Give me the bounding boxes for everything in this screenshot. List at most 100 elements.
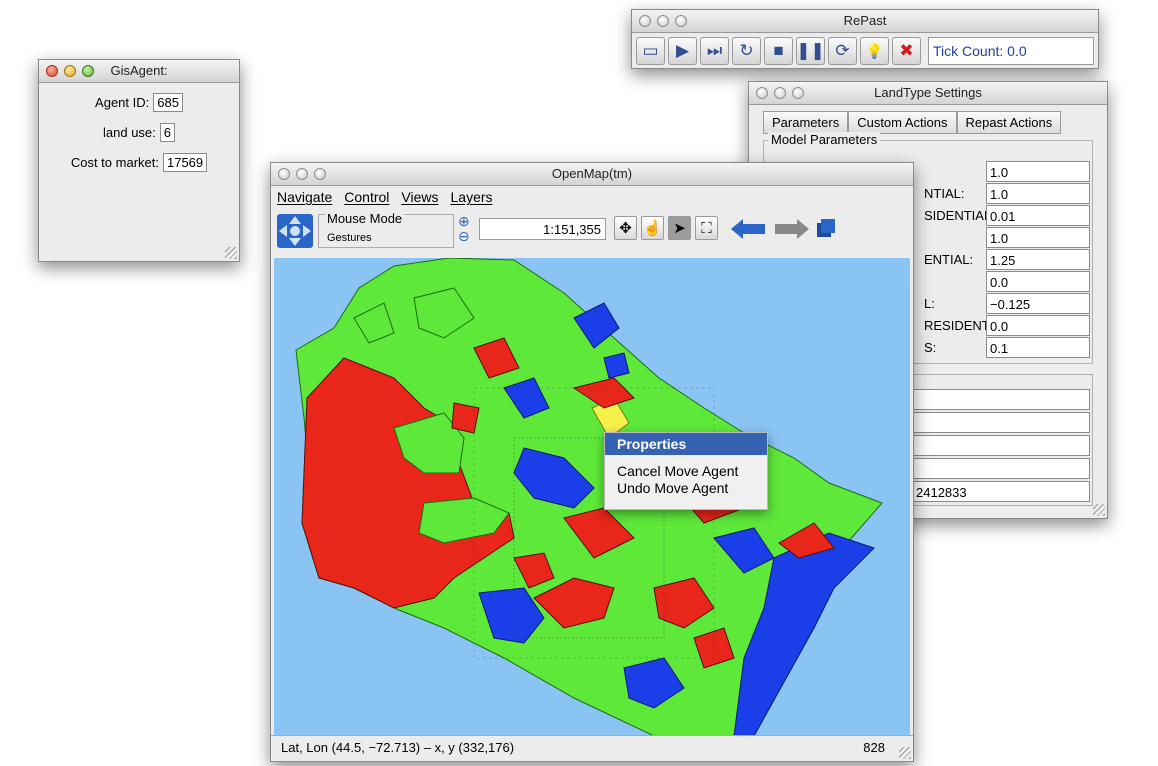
parameter-value-field[interactable]: 0.1 — [986, 337, 1090, 358]
map-canvas[interactable] — [274, 258, 910, 736]
zoom-button[interactable] — [792, 87, 804, 99]
restart-icon[interactable]: ↻ — [732, 37, 761, 65]
play-icon[interactable]: ▶ — [668, 37, 697, 65]
resize-grip[interactable] — [225, 247, 237, 259]
openmap-window: OpenMap(tm) Navigate Control Views Layer… — [270, 162, 914, 762]
status-bar: Lat, Lon (44.5, −72.713) – x, y (332,176… — [271, 735, 913, 761]
tab-repast-actions[interactable]: Repast Actions — [956, 111, 1062, 134]
status-count: 828 — [863, 740, 885, 755]
window-title: OpenMap(tm) — [551, 166, 633, 181]
openmap-titlebar[interactable]: OpenMap(tm) — [271, 163, 913, 186]
menu-views[interactable]: Views — [401, 189, 439, 205]
minimize-button[interactable] — [64, 65, 76, 77]
context-menu: Properties Cancel Move Agent Undo Move A… — [604, 432, 768, 510]
field-value[interactable] — [912, 412, 1090, 433]
forward-arrow-icon[interactable] — [775, 219, 809, 239]
stop-icon[interactable]: ■ — [764, 37, 793, 65]
field-value[interactable] — [912, 389, 1090, 410]
minimize-button[interactable] — [296, 168, 308, 180]
close-button[interactable] — [639, 15, 651, 27]
zoom-out-icon[interactable]: ⊖ — [458, 228, 470, 244]
zoom-button[interactable] — [314, 168, 326, 180]
group-title: Model Parameters — [768, 132, 881, 147]
mouse-mode-label: Mouse Mode — [325, 211, 405, 226]
pan-mode-icon[interactable]: ✥ — [614, 216, 637, 240]
close-button[interactable] — [278, 168, 290, 180]
pause-icon[interactable]: ❚❚ — [796, 37, 825, 65]
parameter-value-field[interactable]: 1.0 — [986, 161, 1090, 182]
window-title: GisAgent: — [110, 63, 168, 78]
back-arrow-icon[interactable] — [731, 219, 765, 239]
folder-icon[interactable]: ▭ — [636, 37, 665, 65]
parameter-label: S: — [924, 340, 937, 355]
field-label: Agent ID: — [95, 95, 150, 110]
repast-window: RePast ▭ ▶ ⏭ ↻ ■ ❚❚ ⟳ 💡 ✖ Tick Count: 0.0 — [631, 9, 1099, 69]
cost-row: Cost to market: 17569 — [39, 153, 239, 172]
hand-mode-icon[interactable]: ☝ — [641, 216, 664, 240]
minimize-button[interactable] — [657, 15, 669, 27]
map-toolbar: Mouse Mode Gestures ⊕ ⊖ 1:151,355 ✥ ☝ ➤ … — [271, 208, 913, 248]
cost-value[interactable]: 17569 — [162, 153, 208, 172]
window-title: LandType Settings — [874, 85, 982, 100]
parameter-value-field[interactable]: 1.0 — [986, 227, 1090, 248]
land-parcel-map[interactable] — [274, 258, 910, 736]
parameter-value-field[interactable]: 0.0 — [986, 271, 1090, 292]
pan-navigator-icon[interactable] — [277, 214, 313, 248]
gisagent-titlebar[interactable]: GisAgent: — [39, 60, 239, 83]
parameter-value-field[interactable]: 0.0 — [986, 315, 1090, 336]
close-button[interactable] — [756, 87, 768, 99]
minimize-button[interactable] — [774, 87, 786, 99]
field-value[interactable] — [912, 435, 1090, 456]
landtype-titlebar[interactable]: LandType Settings — [749, 82, 1107, 105]
window-title: RePast — [843, 13, 887, 28]
land-use-value[interactable]: 6 — [159, 123, 175, 142]
resize-grip[interactable] — [899, 747, 911, 759]
menu-item-cancel-move-agent[interactable]: Cancel Move Agent — [617, 463, 739, 479]
map-nav-icons — [731, 219, 835, 239]
land-use-row: land use: 6 — [39, 123, 239, 142]
status-coordinates: Lat, Lon (44.5, −72.713) – x, y (332,176… — [281, 740, 515, 755]
parameter-value-field[interactable]: 0.01 — [986, 205, 1090, 226]
zoom-in-icon[interactable]: ⊕ — [458, 213, 470, 229]
parameter-label: L: — [924, 296, 935, 311]
tab-parameters[interactable]: Parameters — [763, 111, 849, 134]
repast-toolbar: ▭ ▶ ⏭ ↻ ■ ❚❚ ⟳ 💡 ✖ Tick Count: 0.0 — [632, 33, 1098, 68]
zoom-rect-icon[interactable]: ⛶ — [695, 216, 718, 240]
field-value[interactable] — [912, 458, 1090, 479]
scale-input[interactable]: 1:151,355 — [479, 218, 606, 240]
parameter-label: NTIAL: — [924, 186, 965, 201]
parameter-label: SIDENTIAL: — [924, 208, 995, 223]
agent-id-value[interactable]: 685 — [153, 93, 183, 112]
agent-id-row: Agent ID: 685 — [39, 93, 239, 112]
tab-custom-actions[interactable]: Custom Actions — [848, 111, 957, 134]
menu-control[interactable]: Control — [344, 189, 390, 205]
menu-navigate[interactable]: Navigate — [277, 189, 333, 205]
mouse-mode-box[interactable]: Mouse Mode Gestures — [318, 211, 454, 248]
select-mode-icon[interactable]: ➤ — [668, 216, 691, 240]
parameter-label: ENTIAL: — [924, 252, 974, 267]
menu-item-properties[interactable]: Properties — [605, 433, 767, 455]
step-icon[interactable]: ⏭ — [700, 37, 729, 65]
repast-titlebar[interactable]: RePast — [632, 10, 1098, 33]
parameter-value-field[interactable]: −0.125 — [986, 293, 1090, 314]
exit-icon[interactable]: ✖ — [892, 37, 921, 65]
menu-bar: Navigate Control Views Layers — [271, 186, 913, 208]
mouse-mode-value: Gestures — [327, 232, 372, 244]
field-label: land use: — [103, 125, 156, 140]
zoom-button[interactable] — [82, 65, 94, 77]
field-label: Cost to market: — [70, 155, 159, 170]
resize-grip[interactable] — [1093, 504, 1105, 516]
parameter-value-field[interactable]: 1.0 — [986, 183, 1090, 204]
zoom-button[interactable] — [675, 15, 687, 27]
parameter-value-field[interactable]: 1.25 — [986, 249, 1090, 270]
close-button[interactable] — [46, 65, 58, 77]
model-parameters-group: Model Parameters 1.0 NTIAL: 1.0 SIDENTIAL: 0… — [763, 132, 1093, 364]
lightbulb-icon[interactable]: 💡 — [860, 37, 889, 65]
gisagent-window: GisAgent: Agent ID: 685 land use: 6 Cost… — [38, 59, 240, 262]
field-value[interactable]: 2412833 — [912, 481, 1090, 502]
reload-icon[interactable]: ⟳ — [828, 37, 857, 65]
menu-item-undo-move-agent[interactable]: Undo Move Agent — [617, 480, 729, 496]
lower-group: 2412833 — [763, 374, 1093, 506]
menu-layers[interactable]: Layers — [450, 189, 493, 205]
tick-count: Tick Count: 0.0 — [928, 37, 1094, 65]
